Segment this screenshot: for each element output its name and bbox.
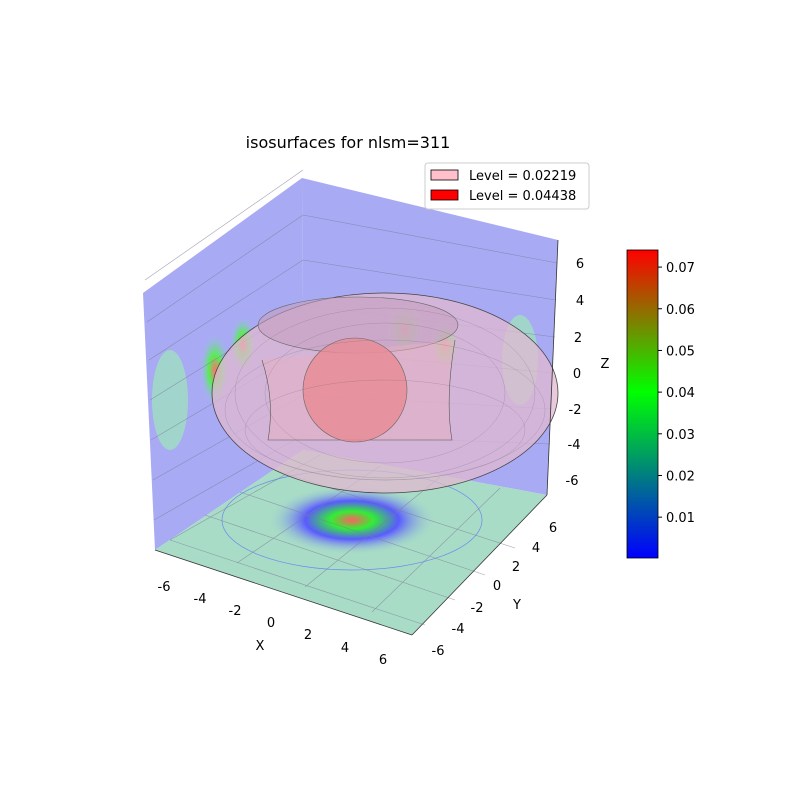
- z-tick: -2: [569, 403, 582, 418]
- y-axis: -6 -4 -2 0 2 4 6 Y: [432, 521, 558, 659]
- colorbar: [626, 249, 659, 559]
- y-tick: -2: [471, 601, 484, 616]
- legend-label: Level = 0.04438: [469, 189, 576, 204]
- colorbar-tick-label: 0.02: [666, 469, 695, 484]
- y-tick: 6: [549, 521, 557, 536]
- z-axis: 6 4 2 0 -2 -4 -6 Z: [566, 257, 610, 489]
- y-axis-label: Y: [512, 598, 521, 613]
- z-tick: 0: [573, 367, 581, 382]
- floor-hotspot: [267, 485, 437, 555]
- torus-mesh: [224, 307, 546, 481]
- y-tick: 4: [532, 541, 540, 556]
- x-tick: -6: [158, 580, 171, 595]
- legend-swatch: [430, 169, 459, 181]
- colorbar-tick-label: 0.06: [666, 303, 695, 318]
- z-tick: -4: [568, 438, 581, 453]
- colorbar-tick-label: 0.07: [666, 261, 695, 276]
- y-tick: 2: [512, 560, 520, 575]
- x-axis: -6 -4 -2 0 2 4 6 X: [158, 580, 388, 668]
- colorbar-tick-label: 0.04: [666, 386, 695, 401]
- x-tick: -2: [229, 604, 242, 619]
- z-tick: 2: [574, 331, 582, 346]
- z-axis-label: Z: [601, 357, 610, 372]
- left-pane-contours: [152, 350, 188, 450]
- legend: Level = 0.02219 Level = 0.04438: [424, 162, 590, 210]
- x-tick: -4: [194, 592, 207, 607]
- colorbar-tick-label: 0.05: [666, 344, 695, 359]
- z-tick: 4: [576, 294, 584, 309]
- colorbar-tick-label: 0.01: [666, 511, 695, 526]
- y-tick: -6: [432, 644, 445, 659]
- x-axis-label: X: [256, 639, 265, 654]
- x-tick: 2: [304, 628, 312, 643]
- z-axis-line: [546, 239, 559, 496]
- x-axis-line: [154, 549, 413, 636]
- z-tick: -6: [566, 474, 579, 489]
- x-tick: 4: [341, 641, 349, 656]
- y-axis-line: [411, 494, 548, 636]
- x-tick: 6: [379, 653, 387, 668]
- chart-title: isosurfaces for nlsm=311: [246, 133, 451, 152]
- colorbar-tick-label: 0.03: [666, 428, 695, 443]
- x-tick: 0: [267, 616, 275, 631]
- legend-swatch: [430, 189, 459, 201]
- colorbar-ticks: 0.07 0.06 0.05 0.04 0.03 0.02 0.01: [658, 261, 695, 526]
- z-tick: 6: [576, 257, 584, 272]
- y-tick: -4: [452, 622, 465, 637]
- inner-sphere-isosurface-level-2: [302, 337, 408, 443]
- legend-label: Level = 0.02219: [469, 169, 576, 184]
- y-tick: 0: [493, 579, 501, 594]
